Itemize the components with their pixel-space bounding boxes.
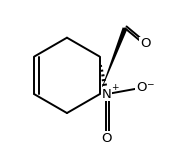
Text: O: O bbox=[101, 132, 111, 145]
Text: O: O bbox=[140, 38, 151, 50]
Text: N: N bbox=[101, 88, 111, 101]
Polygon shape bbox=[100, 27, 127, 94]
Text: −: − bbox=[146, 79, 154, 89]
Text: O: O bbox=[136, 81, 147, 94]
Text: +: + bbox=[111, 83, 118, 92]
